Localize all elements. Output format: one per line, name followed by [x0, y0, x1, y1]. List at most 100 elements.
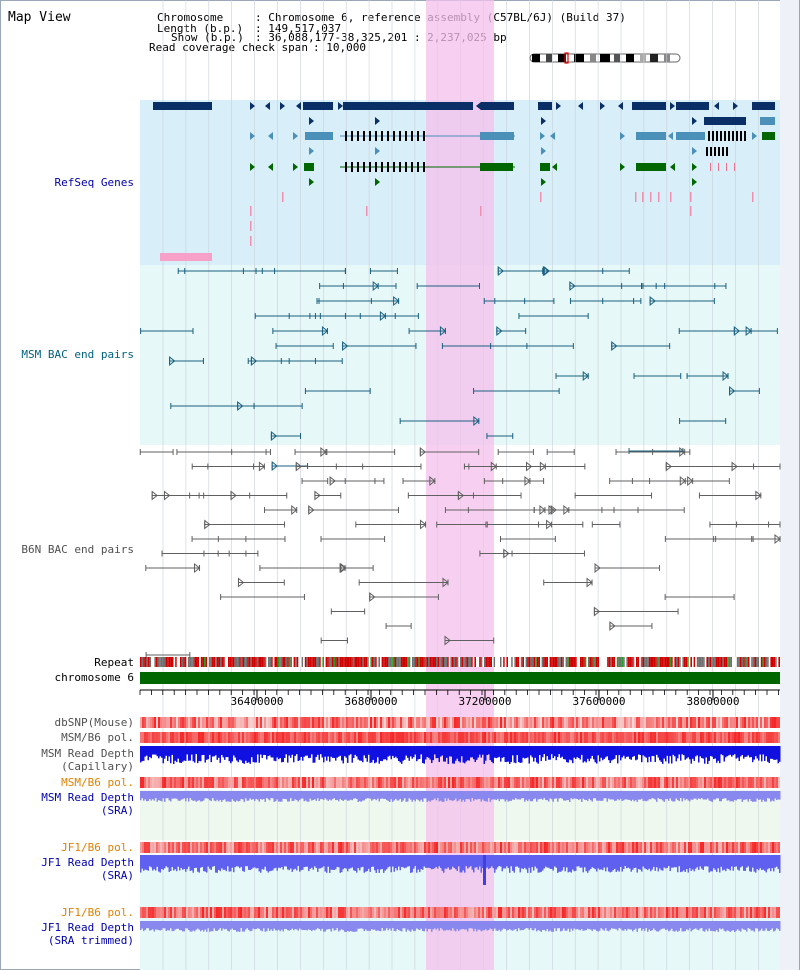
msm-capillary-depth	[236, 746, 238, 761]
jf1-pol-trim-heat	[436, 907, 438, 918]
msm-pol-heat	[362, 732, 364, 743]
b6n-bac-label[interactable]: B6N BAC end pairs	[21, 543, 134, 556]
msm-pol-heat	[240, 732, 242, 743]
jf1-pol-heat	[228, 842, 230, 853]
msm-depth-sra-label-2[interactable]: (SRA)	[100, 804, 134, 817]
msm-pol-sra-heat	[394, 777, 396, 788]
refseq-genes-label[interactable]: RefSeq Genes	[54, 176, 134, 189]
chromosome-ideogram[interactable]	[528, 52, 683, 64]
jf1-pol-trim-heat	[236, 907, 238, 918]
jf1-trim-depth	[386, 921, 388, 929]
msm-capillary-depth	[758, 746, 760, 761]
jf1-depth-trim-label-1[interactable]: JF1 Read Depth	[41, 921, 134, 934]
repeat-mark	[576, 657, 579, 667]
msm-pol-sra-heat	[416, 777, 418, 788]
jf1-depth-trim-label-2[interactable]: (SRA trimmed)	[47, 934, 134, 947]
pink-marker	[480, 206, 482, 216]
jf1-sra-depth	[186, 855, 188, 870]
jf1-trim-depth	[681, 921, 683, 932]
exon	[734, 163, 735, 171]
jf1-pol-heat	[626, 842, 628, 853]
jf1-pol-trim-heat	[356, 907, 358, 918]
msm-capillary-depth	[383, 746, 385, 760]
msm-pol-sra-heat	[472, 777, 474, 788]
msm-pol-heat	[220, 732, 222, 743]
jf1-pol-heat	[478, 842, 480, 853]
jf1-sra-depth	[684, 855, 686, 872]
repeat-mark	[330, 657, 332, 667]
jf1-pol-heat	[760, 842, 762, 853]
repeat-mark	[396, 657, 398, 667]
jf1-sra-depth	[264, 855, 266, 867]
msm-capillary-depth	[699, 746, 701, 757]
jf1-pol-trim-heat	[238, 907, 240, 918]
msm-depth-capillary-label-1[interactable]: MSM Read Depth	[41, 747, 134, 760]
msm-capillary-depth	[281, 746, 283, 763]
jf1-sra-depth	[662, 855, 664, 871]
dbsnp-heat	[618, 717, 620, 728]
repeat-mark	[458, 657, 460, 667]
jf1-sra-depth	[458, 855, 460, 867]
msm-sra-depth	[447, 791, 449, 799]
jf1-pol-trim-heat	[618, 907, 620, 918]
repeat-mark	[476, 657, 478, 667]
msm-pol-heat	[454, 732, 456, 743]
msm-pol-sra-heat	[452, 777, 454, 788]
msm-sra-depth	[459, 791, 461, 800]
msm-depth-capillary-label-2[interactable]: (Capillary)	[61, 760, 134, 773]
exon	[423, 131, 425, 141]
msm-capillary-depth	[509, 746, 511, 764]
jf1-trim-depth	[158, 921, 160, 931]
jf1-depth-sra-label-1[interactable]: JF1 Read Depth	[41, 856, 134, 869]
jf1-pol-trim-heat	[484, 907, 486, 918]
msm-pol-sra-heat	[332, 777, 334, 788]
msm-bac-label[interactable]: MSM BAC end pairs	[21, 348, 134, 361]
msm-pol-sra-heat	[478, 777, 480, 788]
repeat-mark	[575, 657, 577, 667]
msm-b6-pol-sra-label[interactable]: MSM/B6 pol.	[61, 776, 134, 789]
msm-depth-sra-label-1[interactable]: MSM Read Depth	[41, 791, 134, 804]
jf1-pol-heat	[424, 842, 426, 853]
jf1-sra-depth	[722, 855, 724, 871]
msm-b6-pol-label[interactable]: MSM/B6 pol.	[61, 731, 134, 744]
jf1-b6-pol-label[interactable]: JF1/B6 pol.	[61, 841, 134, 854]
msm-pol-heat	[348, 732, 350, 743]
jf1-b6-pol-trim-label[interactable]: JF1/B6 pol.	[61, 906, 134, 919]
dbsnp-heat	[518, 717, 520, 728]
jf1-sra-depth	[596, 855, 598, 872]
msm-pol-heat	[256, 732, 258, 743]
axis-tick-label: 36400000	[231, 695, 284, 708]
msm-pol-sra-heat	[184, 777, 186, 788]
repeat-mark	[242, 657, 244, 667]
msm-sra-depth	[398, 791, 400, 801]
dbsnp-label[interactable]: dbSNP(Mouse)	[54, 716, 134, 729]
jf1-sra-depth	[335, 855, 337, 870]
msm-sra-depth	[665, 791, 667, 800]
jf1-pol-heat	[606, 842, 608, 853]
msm-capillary-depth	[254, 746, 256, 763]
msm-sra-depth	[474, 791, 476, 800]
msm-pol-heat	[172, 732, 174, 743]
jf1-trim-depth	[599, 921, 601, 931]
jf1-sra-depth	[266, 855, 268, 871]
jf1-sra-depth	[477, 855, 479, 870]
msm-pol-sra-heat	[610, 777, 612, 788]
msm-sra-depth	[681, 791, 683, 802]
jf1-depth-sra-label-2[interactable]: (SRA)	[100, 869, 134, 882]
msm-sra-depth	[765, 791, 767, 802]
msm-sra-depth	[606, 791, 608, 802]
jf1-pol-heat	[212, 842, 214, 853]
msm-capillary-depth	[147, 746, 149, 761]
jf1-sra-depth	[447, 855, 449, 868]
gene-arrow	[552, 163, 557, 171]
msm-capillary-depth	[705, 746, 707, 758]
jf1-pol-heat	[594, 842, 596, 853]
jf1-sra-depth	[392, 855, 394, 867]
jf1-pol-trim-heat	[770, 907, 772, 918]
jf1-trim-depth	[611, 921, 613, 929]
msm-pol-sra-heat	[318, 777, 320, 788]
dbsnp-heat	[144, 717, 146, 728]
exon	[706, 147, 708, 156]
jf1-trim-depth	[689, 921, 691, 929]
